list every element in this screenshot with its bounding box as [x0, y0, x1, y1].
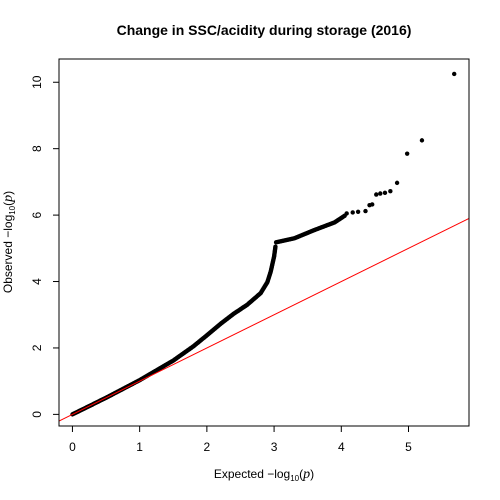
data-point — [363, 208, 368, 214]
data-point — [382, 190, 388, 196]
y-axis-label: Observed −log10(p) — [1, 191, 17, 293]
y-axis-label-prefix: Observed −log — [1, 215, 15, 293]
x-tick-label: 3 — [271, 440, 278, 454]
y-tick-label: 2 — [30, 344, 44, 351]
plot-area — [59, 71, 469, 422]
y-axis: 0 2 4 6 8 10 — [30, 75, 59, 418]
x-axis-label-prefix: Expected −log — [214, 467, 290, 481]
data-point — [350, 210, 355, 215]
reference-line — [59, 217, 469, 422]
data-point — [388, 188, 393, 194]
x-tick-label: 2 — [204, 440, 211, 454]
data-point — [344, 211, 349, 216]
y-axis-label-open: ( — [1, 202, 15, 206]
x-tick-label: 4 — [338, 440, 345, 454]
x-axis-label-open: ( — [299, 467, 303, 481]
y-axis-label-close: ) — [1, 191, 15, 195]
y-tick-label: 8 — [30, 145, 44, 152]
y-tick-label: 6 — [30, 211, 44, 218]
x-axis: 0 1 2 3 4 5 — [69, 426, 412, 454]
data-point — [394, 180, 400, 186]
x-tick-label: 5 — [405, 440, 412, 454]
data-point — [404, 151, 410, 156]
y-axis-label-subscript: 10 — [8, 205, 17, 214]
data-point — [419, 138, 425, 143]
y-axis-label-variable: p — [1, 195, 16, 203]
data-point — [273, 244, 278, 249]
data-point — [374, 192, 379, 197]
x-axis-label-close: ) — [310, 467, 314, 481]
data-point — [355, 209, 361, 214]
chart-title: Change in SSC/acidity during storage (20… — [117, 22, 412, 38]
x-tick-label: 1 — [136, 440, 143, 454]
observed-points — [70, 71, 457, 417]
x-tick-label: 0 — [69, 440, 76, 454]
data-point — [370, 202, 375, 207]
data-point — [452, 71, 457, 77]
data-point — [378, 191, 383, 196]
x-axis-label: Expected −log10(p) — [214, 467, 314, 483]
y-tick-label: 4 — [30, 278, 44, 285]
y-tick-label: 0 — [30, 411, 44, 418]
y-tick-label: 10 — [30, 75, 44, 89]
plot-frame — [58, 58, 470, 427]
x-axis-label-variable: p — [302, 467, 310, 482]
x-axis-label-subscript: 10 — [290, 474, 299, 483]
